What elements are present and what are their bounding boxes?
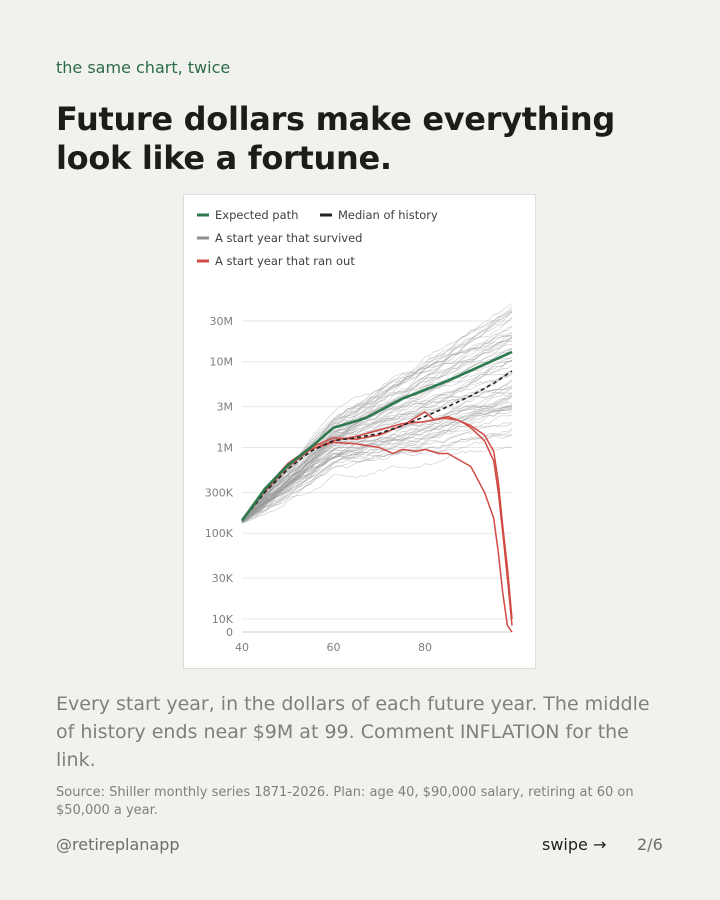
chart-grid xyxy=(242,320,512,633)
survived-path xyxy=(241,428,513,519)
survived-path xyxy=(241,430,513,522)
source-note: Source: Shiller monthly series 1871-2026… xyxy=(56,785,634,818)
survived-path xyxy=(241,404,513,523)
chart-legend: Expected path Median of history A start … xyxy=(197,208,438,268)
survived-path xyxy=(241,392,513,522)
survived-path xyxy=(241,311,513,523)
survived-path xyxy=(241,407,513,519)
page-title: Future dollars make everything look like… xyxy=(56,100,615,177)
survived-path xyxy=(241,326,513,521)
series-expected-path xyxy=(240,350,513,522)
survived-path xyxy=(241,347,513,522)
y-tick-label: 1M xyxy=(217,441,234,454)
y-tick-label: 100K xyxy=(205,527,234,540)
kicker: the same chart, twice xyxy=(56,58,231,77)
chart-series xyxy=(240,350,513,633)
survived-path xyxy=(241,378,513,521)
survived-path xyxy=(241,394,513,524)
series-ran-out xyxy=(241,417,513,620)
survived-path xyxy=(241,410,513,521)
survived-path xyxy=(241,396,513,522)
survived-path xyxy=(241,380,513,521)
survived-path xyxy=(241,340,513,519)
x-tick-label: 80 xyxy=(418,641,432,654)
survived-path xyxy=(241,306,513,521)
survived-path xyxy=(241,395,513,522)
survived-path xyxy=(241,372,513,520)
y-tick-label: 300K xyxy=(205,486,234,499)
survived-path xyxy=(241,405,513,521)
survived-path xyxy=(241,337,513,523)
y-tick-label: 10M xyxy=(210,356,234,369)
caption-text: Every start year, in the dollars of each… xyxy=(56,693,650,771)
survived-path xyxy=(241,303,513,521)
swipe-button[interactable]: swipe → xyxy=(542,835,607,854)
survived-path xyxy=(241,337,513,522)
chart-svg: Expected path Median of history A start … xyxy=(197,208,513,654)
survived-path xyxy=(241,344,513,523)
y-tick-label: 30K xyxy=(212,572,234,585)
legend-label-expected: Expected path xyxy=(215,208,298,222)
survived-path xyxy=(241,349,513,519)
x-tick-label: 60 xyxy=(327,641,341,654)
survived-path xyxy=(241,310,513,522)
survived-path xyxy=(241,433,513,524)
y-tick-label: 3M xyxy=(217,401,234,414)
survived-path xyxy=(241,423,513,522)
survived-path xyxy=(241,407,513,520)
survived-path xyxy=(241,385,513,522)
y-tick-label: 10K xyxy=(212,613,234,626)
survived-path xyxy=(241,404,513,520)
survived-path xyxy=(241,356,513,524)
survived-path xyxy=(241,360,513,520)
survived-path xyxy=(241,326,513,519)
legend-label-median: Median of history xyxy=(338,208,438,222)
y-tick-label: 0 xyxy=(226,626,233,639)
survived-path xyxy=(241,317,513,520)
survived-path xyxy=(241,360,513,521)
survived-path xyxy=(241,338,513,523)
y-tick-label: 30M xyxy=(210,315,234,328)
survived-path xyxy=(241,392,513,521)
survived-path xyxy=(241,317,513,523)
survived-path xyxy=(241,370,513,519)
survived-path xyxy=(241,360,513,522)
survived-path xyxy=(241,406,513,520)
legend-label-ran-out: A start year that ran out xyxy=(215,254,355,268)
survived-path xyxy=(241,331,513,521)
account-handle[interactable]: @retireplanapp xyxy=(56,835,180,854)
survived-path xyxy=(241,435,513,523)
survived-path xyxy=(241,357,513,523)
survived-path xyxy=(241,414,513,521)
survived-path xyxy=(241,422,513,519)
survived-path xyxy=(241,406,513,523)
survived-path xyxy=(241,409,513,522)
chart-card: Expected path Median of history A start … xyxy=(183,194,536,669)
series-median xyxy=(241,370,513,522)
survived-path xyxy=(241,311,513,519)
survived-path xyxy=(241,373,513,521)
survived-path xyxy=(241,335,513,519)
survived-path xyxy=(241,446,513,524)
survived-path xyxy=(241,352,513,524)
legend-label-survived: A start year that survived xyxy=(215,231,362,245)
survived-path xyxy=(241,332,513,520)
survived-path xyxy=(241,405,513,523)
survived-path xyxy=(241,335,513,522)
x-tick-label: 40 xyxy=(235,641,249,654)
survived-path xyxy=(241,364,513,520)
survived-path xyxy=(241,387,513,521)
survived-path xyxy=(241,311,513,523)
page-indicator: 2/6 xyxy=(637,835,663,854)
survived-path xyxy=(241,402,513,523)
survived-path xyxy=(241,360,513,519)
